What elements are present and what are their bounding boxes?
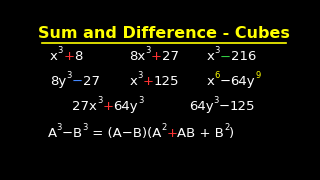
Text: Sum and Difference - Cubes: Sum and Difference - Cubes	[38, 26, 290, 41]
Text: 27: 27	[162, 50, 179, 63]
Text: x: x	[206, 50, 214, 63]
Text: 3: 3	[57, 123, 62, 132]
Text: 2: 2	[161, 123, 166, 132]
Text: 125: 125	[154, 75, 179, 88]
Text: x: x	[50, 50, 58, 63]
Text: +: +	[102, 100, 114, 113]
Text: = (A−B)(A: = (A−B)(A	[88, 127, 161, 140]
Text: −: −	[220, 75, 230, 88]
Text: +: +	[166, 127, 177, 140]
Text: 27x: 27x	[72, 100, 97, 113]
Text: 8y: 8y	[50, 75, 66, 88]
Text: 3: 3	[137, 71, 142, 80]
Text: 3: 3	[66, 71, 72, 80]
Text: +: +	[151, 50, 162, 63]
Text: −: −	[220, 50, 230, 63]
Text: 6: 6	[214, 71, 220, 80]
Text: +: +	[142, 75, 154, 88]
Text: 3: 3	[214, 46, 220, 55]
Text: 3: 3	[82, 123, 88, 132]
Text: +: +	[63, 50, 74, 63]
Text: 216: 216	[230, 50, 256, 63]
Text: 8: 8	[74, 50, 83, 63]
Text: 3: 3	[138, 96, 143, 105]
Text: 27: 27	[83, 75, 100, 88]
Text: 9: 9	[255, 71, 260, 80]
Text: B: B	[73, 127, 82, 140]
Text: 64y: 64y	[114, 100, 138, 113]
Text: 64y: 64y	[230, 75, 255, 88]
Text: −: −	[219, 100, 230, 113]
Text: 3: 3	[58, 46, 63, 55]
Text: AB + B: AB + B	[177, 127, 224, 140]
Text: x: x	[129, 75, 137, 88]
Text: 8x: 8x	[129, 50, 146, 63]
Text: 64y: 64y	[189, 100, 213, 113]
Text: A: A	[47, 127, 57, 140]
Text: 125: 125	[230, 100, 255, 113]
Text: 3: 3	[146, 46, 151, 55]
Text: −: −	[62, 127, 73, 140]
Text: x: x	[206, 75, 214, 88]
Text: −: −	[72, 75, 83, 88]
Text: ): )	[229, 127, 235, 140]
Text: 3: 3	[97, 96, 102, 105]
Text: 3: 3	[213, 96, 219, 105]
Text: 2: 2	[224, 123, 229, 132]
